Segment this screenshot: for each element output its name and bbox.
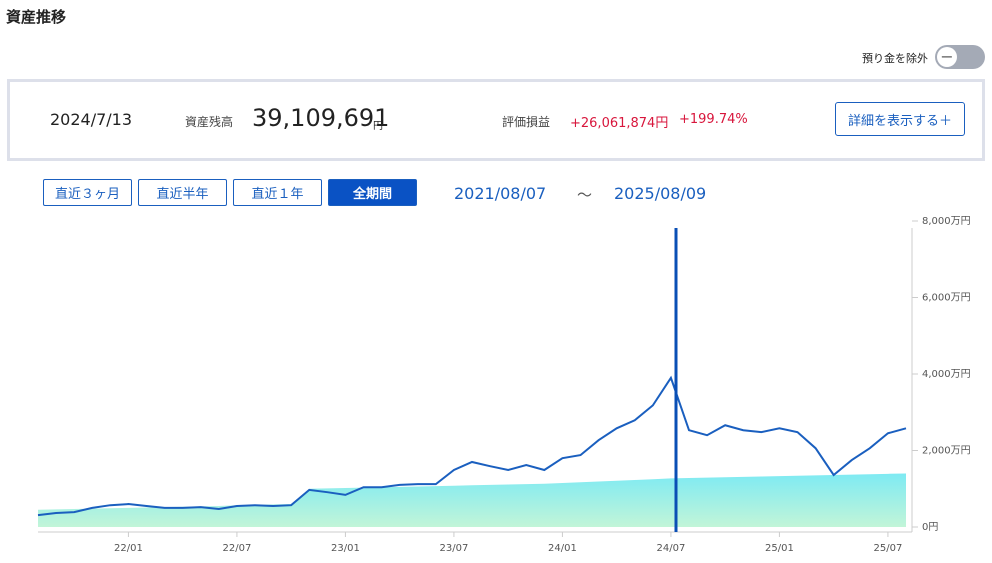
x-tick-label: 25/07 (874, 543, 903, 554)
y-tick-label: 2,000万円 (922, 446, 971, 457)
x-tick-label: 22/07 (223, 543, 252, 554)
range-separator: 〜 (577, 186, 593, 204)
range-end: 2025/08/09 (614, 184, 707, 203)
period-button[interactable]: 直近１年 (233, 179, 322, 206)
y-tick-label: 6,000万円 (922, 293, 971, 304)
pl-percent: +199.74% (679, 112, 748, 127)
y-tick-label: 4,000万円 (922, 369, 971, 380)
asset-line (37, 375, 907, 517)
period-button-active[interactable]: 全期間 (328, 179, 417, 206)
pl-label: 評価損益 (502, 115, 551, 129)
date: 2024/7/13 (50, 110, 133, 129)
x-tick-label: 23/07 (440, 543, 469, 554)
y-tick-label: 8,000万円 (922, 216, 971, 227)
balance-label: 資産残高 (185, 115, 234, 129)
summary-panel (7, 79, 985, 161)
title: 資産推移 (6, 8, 67, 26)
pl-amount: +26,061,874円 (570, 116, 669, 131)
detail-button[interactable]: 詳細を表示する＋ (835, 102, 965, 136)
x-tick-label: 24/07 (657, 543, 686, 554)
period-button[interactable]: 直近半年 (138, 179, 227, 206)
x-tick-label: 25/01 (765, 543, 794, 554)
x-tick-label: 24/01 (548, 543, 577, 554)
y-tick-label: 0円 (922, 522, 938, 533)
range-start: 2021/08/07 (454, 184, 547, 203)
period-button[interactable]: 直近３ヶ月 (43, 179, 132, 206)
balance: 39,109,691 (252, 104, 390, 132)
toggle[interactable]: − (935, 45, 985, 69)
x-tick-label: 22/01 (114, 543, 143, 554)
x-tick-label: 23/01 (331, 543, 360, 554)
toggle-label: 預り金を除外 (862, 52, 928, 65)
balance-unit: 円 (373, 121, 383, 132)
principal-area (38, 473, 906, 527)
